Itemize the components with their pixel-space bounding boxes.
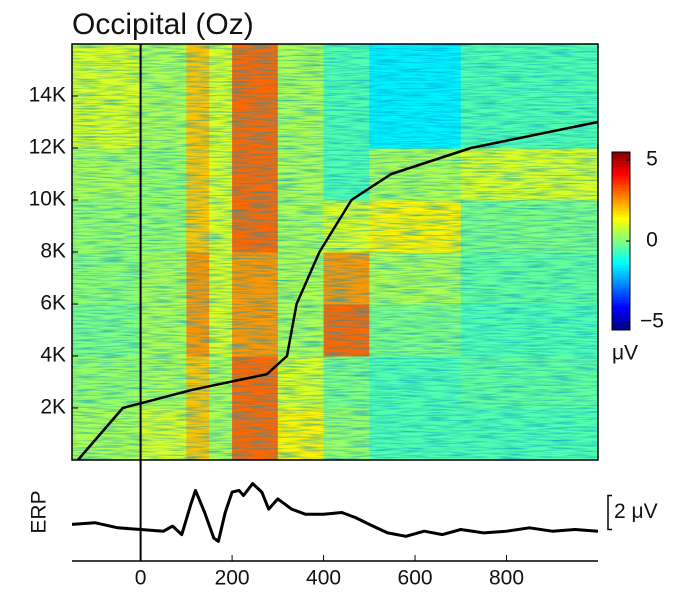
colorbar-swatch: [612, 243, 630, 248]
colorbar-swatch: [612, 252, 630, 257]
colorbar-swatch: [612, 327, 630, 331]
colorbar-swatch: [612, 217, 630, 221]
colorbar-swatch: [612, 300, 630, 304]
colorbar-swatch: [612, 208, 630, 212]
colorbar-swatch: [612, 241, 630, 245]
y-tick-label: 2K: [40, 396, 66, 419]
y-tick-label: 12K: [29, 136, 66, 159]
erp-line: [71, 482, 599, 543]
colorbar-swatch: [612, 312, 630, 316]
scale-bar: [607, 494, 612, 531]
colorbar-swatch: [612, 202, 630, 206]
colorbar-label: μV: [612, 342, 638, 365]
colorbar-swatch: [612, 270, 630, 275]
colorbar-swatch: [612, 214, 630, 218]
colorbar-swatch: [612, 152, 630, 156]
colorbar-swatch: [612, 315, 630, 319]
x-tick-label: 0: [135, 567, 147, 590]
chart-title: Occipital (Oz): [72, 8, 254, 41]
colorbar-swatch: [612, 190, 630, 195]
colorbar-swatch: [612, 267, 630, 272]
colorbar-swatch: [612, 303, 630, 307]
colorbar-swatch: [612, 226, 630, 230]
colorbar-swatch: [612, 211, 630, 215]
colorbar-swatch: [612, 178, 630, 183]
colorbar-swatch: [612, 249, 630, 254]
y-axis-label: ERP: [28, 490, 51, 533]
colorbar-swatch: [612, 196, 630, 200]
x-tick-label: 600: [398, 567, 433, 590]
x-tick-label: 200: [215, 567, 250, 590]
y-tick-label: 14K: [29, 84, 66, 107]
colorbar-swatch: [612, 258, 630, 263]
colorbar-swatch: [612, 184, 630, 189]
colorbar-swatch: [612, 160, 630, 165]
colorbar-swatch: [612, 285, 630, 289]
colorbar-swatch: [612, 175, 630, 180]
colorbar-swatch: [612, 166, 630, 171]
colorbar-swatch: [612, 276, 630, 281]
colorbar-swatch: [612, 193, 630, 197]
colorbar-tick-label: 0: [646, 229, 658, 252]
colorbar-swatch: [612, 157, 630, 162]
colorbar-swatch: [612, 282, 630, 286]
colorbar-swatch: [612, 279, 630, 284]
colorbar-swatch: [612, 163, 630, 168]
colorbar-swatch: [612, 187, 630, 192]
rt-curve: [76, 120, 599, 461]
colorbar-swatch: [612, 318, 630, 322]
colorbar-swatch: [612, 309, 630, 313]
x-tick-label: 400: [306, 567, 341, 590]
y-tick-label: 4K: [40, 344, 66, 367]
colorbar-swatch: [612, 297, 630, 301]
colorbar-swatch: [612, 288, 630, 292]
colorbar-swatch: [612, 324, 630, 328]
colorbar-swatch: [612, 321, 630, 325]
colorbar-swatch: [612, 246, 630, 251]
texture: [72, 44, 598, 460]
heatmap: [72, 44, 598, 460]
scale-bar-label: 2 μV: [614, 500, 658, 523]
colorbar-tick-label: 5: [646, 148, 658, 171]
colorbar-swatch: [612, 232, 630, 236]
colorbar-swatch: [612, 255, 630, 260]
x-tick-label: 800: [489, 567, 524, 590]
colorbar-swatch: [612, 261, 630, 266]
colorbar-swatch: [612, 172, 630, 177]
y-tick-label: 8K: [40, 240, 66, 263]
colorbar-swatch: [612, 181, 630, 186]
colorbar-swatch: [612, 294, 630, 298]
colorbar-swatch: [612, 220, 630, 224]
colorbar-swatch: [612, 273, 630, 278]
colorbar-swatch: [612, 264, 630, 269]
y-tick-label: 10K: [29, 188, 66, 211]
y-tick-label: 6K: [40, 292, 66, 315]
colorbar-swatch: [612, 291, 630, 295]
colorbar-swatch: [612, 306, 630, 310]
colorbar-swatch: [612, 235, 630, 239]
colorbar-swatch: [612, 223, 630, 227]
colorbar-swatch: [612, 154, 630, 159]
colorbar-swatch: [612, 169, 630, 174]
colorbar-swatch: [612, 205, 630, 209]
colorbar-swatch: [612, 229, 630, 233]
colorbar-swatch: [612, 199, 630, 203]
colorbar-swatch: [612, 238, 630, 242]
colorbar-tick-label: −5: [640, 309, 664, 332]
